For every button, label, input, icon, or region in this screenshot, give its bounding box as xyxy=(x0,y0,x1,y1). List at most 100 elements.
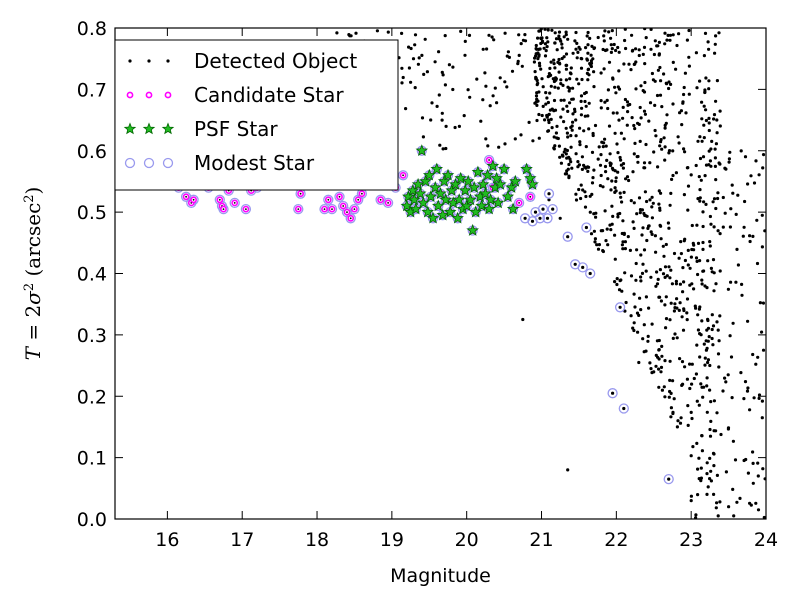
detected-object-point xyxy=(649,367,653,371)
detected-object-point xyxy=(667,395,671,399)
detected-object-point xyxy=(553,66,557,70)
detected-object-point xyxy=(650,205,654,209)
detected-object-point xyxy=(686,423,690,427)
detected-object-point xyxy=(552,98,557,103)
detected-object-point xyxy=(699,466,703,470)
detected-object-point xyxy=(545,216,550,220)
detected-object-point xyxy=(724,167,728,171)
detected-object-point xyxy=(728,150,732,154)
detected-object-point xyxy=(634,278,638,282)
psf-star-point xyxy=(415,144,429,157)
detected-object-point xyxy=(443,34,447,38)
detected-object-point xyxy=(704,76,708,80)
detected-object-point xyxy=(547,192,551,196)
detected-object-point xyxy=(643,190,648,194)
candidate-star-center xyxy=(361,192,363,195)
detected-object-point xyxy=(735,247,739,251)
detected-object-point xyxy=(710,270,714,274)
detected-object-point xyxy=(484,84,488,88)
detected-object-point xyxy=(543,54,548,58)
detected-object-point xyxy=(544,49,548,53)
detected-object-point xyxy=(761,348,766,352)
detected-object-point xyxy=(586,78,590,82)
detected-object-point xyxy=(523,33,527,37)
detected-object-point xyxy=(613,280,617,284)
detected-object-point xyxy=(566,235,570,239)
detected-object-point xyxy=(761,166,765,170)
detected-object-point xyxy=(740,293,744,297)
detected-object-point xyxy=(560,153,565,157)
detected-object-point xyxy=(617,69,621,73)
detected-object-point xyxy=(705,461,709,465)
psf-star-point xyxy=(481,168,494,181)
detected-object-point xyxy=(659,370,663,374)
psf-star-point xyxy=(471,165,485,178)
detected-object-point xyxy=(535,118,539,123)
detected-object-point xyxy=(550,28,554,32)
detected-object-point xyxy=(566,135,570,139)
detected-object-point xyxy=(606,106,610,111)
detected-object-point xyxy=(592,229,597,233)
detected-object-point xyxy=(710,327,714,332)
detected-object-point xyxy=(714,282,718,286)
detected-object-point xyxy=(700,278,704,282)
detected-object-point xyxy=(503,80,507,84)
detected-object-point xyxy=(566,468,570,472)
detected-object-point xyxy=(561,107,565,111)
detected-object-point xyxy=(643,80,647,85)
detected-object-point xyxy=(721,195,725,200)
detected-object-point xyxy=(633,305,637,309)
detected-object-point xyxy=(633,127,637,131)
legend-marker-detected xyxy=(147,59,151,63)
detected-object-point xyxy=(690,223,694,228)
detected-object-point xyxy=(603,164,608,169)
detected-object-point xyxy=(609,188,613,192)
x-tick-label: 22 xyxy=(604,529,628,551)
detected-object-point xyxy=(701,155,706,159)
detected-object-point xyxy=(576,50,580,55)
detected-object-point xyxy=(683,237,687,241)
detected-object-point xyxy=(592,168,596,172)
detected-object-point xyxy=(650,216,655,220)
detected-object-point xyxy=(566,37,570,41)
detected-object-point xyxy=(633,141,637,145)
detected-object-point xyxy=(668,318,672,322)
y-tick-label: 0.4 xyxy=(77,264,107,286)
detected-object-point xyxy=(701,247,705,251)
detected-object-point xyxy=(663,275,667,279)
detected-object-point xyxy=(349,34,353,38)
detected-object-point xyxy=(709,469,713,473)
detected-object-point xyxy=(708,427,712,432)
detected-object-point xyxy=(575,56,579,60)
candidate-star-center xyxy=(192,198,195,201)
detected-object-point xyxy=(668,378,672,382)
legend-marker-candidate xyxy=(126,91,134,99)
detected-object-point xyxy=(677,141,681,145)
detected-object-point xyxy=(584,145,588,149)
legend-marker-modest xyxy=(124,157,136,169)
detected-object-point xyxy=(667,86,671,91)
y-axis-title-part: σ xyxy=(21,290,45,305)
detected-object-point xyxy=(624,177,628,181)
detected-object-point xyxy=(669,391,673,395)
detected-object-point xyxy=(457,124,461,128)
detected-object-point xyxy=(670,282,675,286)
detected-object-point xyxy=(560,56,564,61)
detected-object-point xyxy=(689,255,694,259)
detected-object-point xyxy=(760,416,764,420)
detected-object-point xyxy=(605,227,609,231)
detected-object-point xyxy=(715,473,720,477)
detected-object-point xyxy=(667,80,671,84)
detected-object-point xyxy=(688,386,692,391)
detected-object-point xyxy=(696,328,701,332)
psf-star-point xyxy=(421,205,435,218)
detected-object-point xyxy=(710,139,714,143)
psf-star-point xyxy=(441,168,455,181)
detected-object-point xyxy=(623,28,627,31)
detected-object-point xyxy=(488,104,492,108)
detected-object-point xyxy=(567,176,571,180)
detected-object-point xyxy=(742,225,746,229)
detected-object-point xyxy=(675,336,679,340)
detected-object-point xyxy=(719,432,723,437)
detected-object-point xyxy=(707,121,711,125)
